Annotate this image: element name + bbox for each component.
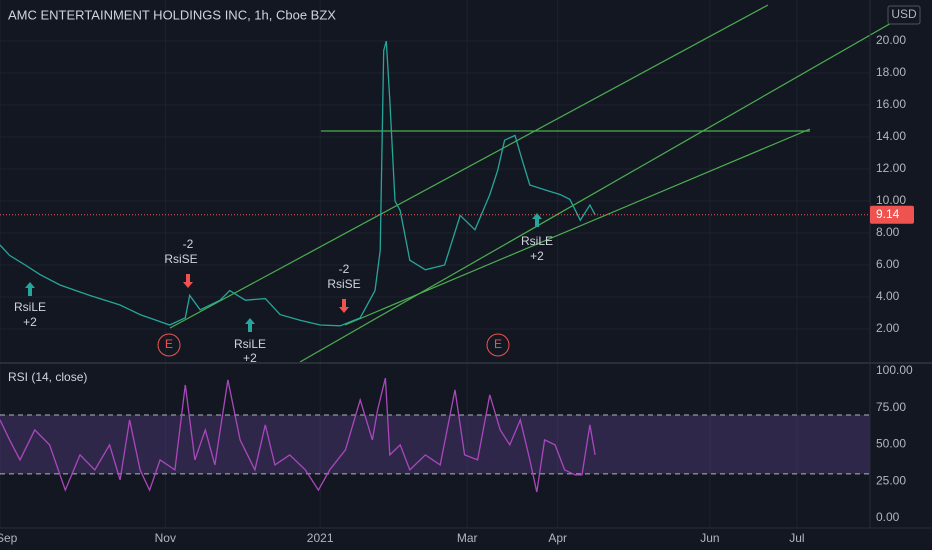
currency[interactable]: USD [891,7,917,21]
y-tick-label: 12.00 [876,161,906,175]
long-arrow [245,318,255,332]
y-tick-label: 8.00 [876,225,900,239]
trend-line [344,128,811,326]
short-arrow [183,274,193,288]
long-arrow [25,282,35,296]
price-label-box [870,205,914,224]
x-tick-label: Jul [789,531,804,545]
signal-label: +2 [243,351,257,365]
y-tick-label: 75.00 [876,400,906,414]
signal-label: RsiSE [164,252,197,266]
earnings-marker [486,333,510,357]
trend-line [299,17,901,363]
x-tick-label: Apr [548,531,567,545]
signal-label: +2 [23,315,37,329]
y-tick-label: 0.00 [876,510,900,524]
trend-lines [169,4,901,363]
long-arrow [532,213,542,227]
y-tick-label: 4.00 [876,289,900,303]
y-tick-label: 10.00 [876,193,906,207]
chart-title: AMC ENTERTAINMENT HOLDINGS INC, 1h, Cboe… [8,7,336,22]
signal-label: RsiLE [234,337,266,351]
signal-label: -2 [183,237,194,251]
indicator-title: RSI (14, close) [8,370,87,384]
series-line [0,377,596,493]
series-line [0,40,596,327]
y-tick-label: 16.00 [876,97,906,111]
signal-label: +2 [530,249,544,263]
earnings-label: E [165,337,173,351]
y-tick-label: 6.00 [876,257,900,271]
x-tick-label: Nov [155,531,176,545]
signal-label: RsiLE [521,234,553,248]
rsi-band [0,415,870,474]
y-tick-label: 20.00 [876,33,906,47]
trend-line [169,4,769,329]
y-tick-label: 18.00 [876,65,906,79]
y-tick-label: 50.00 [876,437,906,451]
y-tick-label: 25.00 [876,473,906,487]
earnings-marker [157,333,181,357]
x-tick-label: 2021 [307,531,334,545]
price-label: 9.14 [876,207,900,221]
y-tick-label: 14.00 [876,129,906,143]
short-arrow [339,299,349,313]
plot [0,40,870,493]
x-tick-label: Mar [457,531,478,545]
x-tick-label: Jun [700,531,719,545]
signal-label: -2 [339,262,350,276]
currency-box[interactable] [887,5,921,25]
y-tick-label: 2.00 [876,321,900,335]
grid [0,0,870,528]
x-tick-label: Sep [0,531,18,545]
signal-label: RsiSE [327,277,360,291]
y-tick-label: 100.00 [876,363,913,377]
signal-label: RsiLE [14,300,46,314]
earnings-label: E [494,337,502,351]
